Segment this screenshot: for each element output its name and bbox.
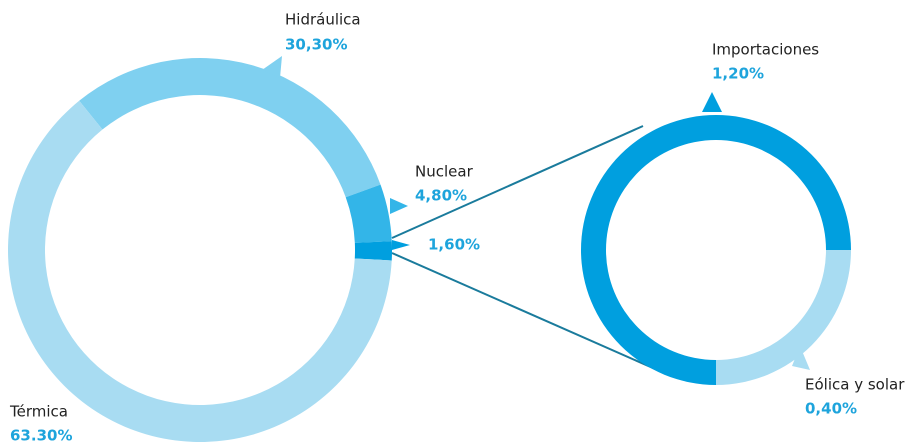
donut-segment — [8, 100, 392, 442]
value-label: 63.30% — [10, 427, 72, 443]
value-label: 1,20% — [712, 65, 764, 83]
pointer — [392, 240, 410, 250]
category-label: Importaciones — [712, 41, 819, 59]
donut-segment — [716, 250, 851, 385]
value-label: 0,40% — [805, 400, 857, 418]
connector — [391, 125, 644, 239]
pointer — [792, 346, 810, 370]
donut-segment — [354, 241, 393, 261]
category-label: Eólica y solar — [805, 376, 905, 394]
donut-segment — [79, 58, 381, 198]
category-label: Hidráulica — [285, 11, 361, 29]
pointer — [262, 56, 282, 78]
category-label: Térmica — [9, 403, 68, 421]
value-label: 4,80% — [415, 187, 467, 205]
value-label: 30,30% — [285, 36, 347, 54]
connector — [391, 252, 663, 373]
pointer — [702, 92, 722, 112]
value-label: 1,60% — [428, 236, 480, 254]
pointer — [70, 380, 92, 398]
pointer — [390, 198, 408, 214]
category-label: Nuclear — [415, 163, 474, 181]
donut-segment — [345, 184, 392, 243]
